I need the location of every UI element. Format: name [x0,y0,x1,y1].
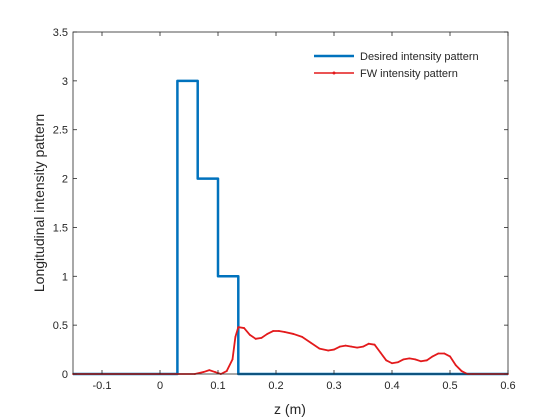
y-tick-label: 0 [62,369,68,381]
y-tick-label: 3.5 [53,27,68,39]
series-1-point [318,347,321,350]
series-1-point [420,360,422,363]
x-tick-label: 0.2 [268,380,283,392]
series-1-point [362,345,364,348]
series-layer [72,79,509,376]
x-tick-label: 0.4 [384,380,399,392]
series-1-point [367,342,370,345]
series-1-point [391,362,393,365]
series-1-point [425,359,428,362]
y-tick-label: 3 [62,76,68,88]
series-1-point [234,335,237,338]
series-1-point [408,357,411,360]
series-1-point [338,345,341,348]
series-1-point [309,341,312,344]
series-1-point [260,336,263,339]
series-1-point [254,337,257,340]
series-1-point [385,359,388,362]
series-1-point [402,358,405,361]
series-0-line [73,79,508,376]
series-1-point [449,355,451,358]
series-1-point [350,345,353,348]
series-1-point [301,335,303,338]
series-1-point [208,369,211,371]
series-1-point [202,371,205,373]
legend-marker-fw [332,71,336,75]
legend-label-fw: FW intensity pattern [360,68,458,80]
series-1-point [431,355,434,358]
x-tick-label: 0.5 [442,380,457,392]
y-axis-label: Longitudinal intensity pattern [31,114,47,292]
legend-label-desired: Desired intensity pattern [360,51,479,63]
series-1-point [414,358,417,361]
series-1-point [283,331,286,333]
series-1-point [460,370,463,372]
series-1-point [437,352,440,355]
y-tick-label: 1.5 [53,222,68,234]
x-tick-labels: -0.1 0 0.1 0.2 0.3 0.4 0.5 0.6 [93,380,516,392]
series-1-point [356,346,359,349]
series-1-point [454,364,457,367]
x-axis-label: z (m) [274,401,306,417]
series-1-point [214,371,217,373]
axes-box [72,31,509,375]
series-1-point [373,343,376,346]
series-1-point [272,330,274,332]
series-1-point [249,334,251,336]
series-1-point [344,344,347,347]
series-1-point [396,361,399,364]
x-tick-label: -0.1 [93,380,112,392]
series-1-point [278,330,280,332]
x-tick-label: 0.6 [500,380,515,392]
series-1-point [379,351,382,354]
x-tick-label: 0.3 [326,380,341,392]
plot-area [73,32,508,374]
x-tick-label: 0.1 [210,380,225,392]
series-1-point [443,352,446,355]
y-tick-label: 2.5 [53,125,68,137]
axes-frame [72,31,509,375]
series-1-point [231,358,234,361]
series-1-point [237,326,240,328]
series-1-point [266,333,269,335]
series-1-point [292,333,295,335]
y-tick-label: 2 [62,174,68,186]
series-1-point [333,348,335,351]
legend: Desired intensity pattern FW intensity p… [305,44,501,84]
y-tick-label: 1 [62,271,68,283]
legend-box [305,44,501,84]
y-tick-labels: 0 0.5 1 1.5 2 2.5 3 3.5 [53,27,68,381]
series-1-point [243,327,246,329]
tick-marks [73,31,509,375]
series-1-point [327,349,330,352]
y-tick-label: 0.5 [53,320,68,332]
x-tick-label: 0 [157,380,163,392]
series-1-point [225,370,228,372]
